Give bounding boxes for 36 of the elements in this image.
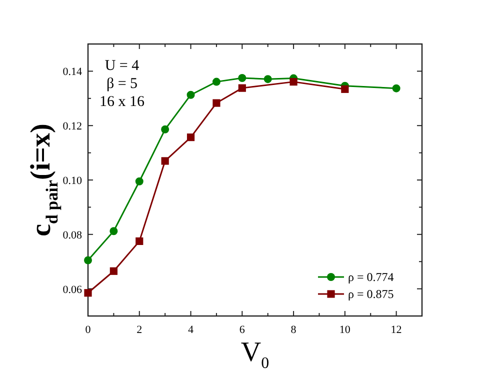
- x-tick-label: 12: [390, 324, 402, 336]
- point: [238, 84, 246, 92]
- point: [84, 256, 92, 264]
- point: [186, 133, 195, 142]
- point: [161, 125, 170, 134]
- point: [110, 227, 118, 236]
- x-tick-label: 4: [188, 324, 194, 336]
- annotation: U = 4: [104, 58, 140, 74]
- point: [135, 177, 144, 186]
- annotation: 16 x 16: [100, 94, 145, 110]
- point: [212, 99, 220, 107]
- x-axis-title: V$_{0}$: [240, 337, 270, 372]
- y-tick-label: 0.08: [62, 229, 82, 242]
- y-tick-label: 0.14: [62, 66, 82, 78]
- x-tick-label: 0: [85, 324, 92, 336]
- y-tick-label: 0.06: [62, 284, 82, 296]
- point: [161, 157, 169, 165]
- point: [392, 84, 400, 92]
- legend-label: ρ = 0.774: [348, 270, 394, 284]
- x-tick-label: 6: [239, 324, 246, 336]
- x-tick-label: 2: [136, 324, 142, 336]
- y-tick-label: 0.12: [62, 120, 82, 133]
- point: [212, 78, 220, 86]
- x-tick-label: 10: [339, 324, 351, 336]
- point: [238, 74, 246, 82]
- annotation: β = 5: [106, 76, 138, 92]
- point: [186, 90, 195, 99]
- legend-label: ρ = 0.875: [348, 287, 394, 301]
- point: [290, 78, 298, 86]
- point: [110, 267, 118, 275]
- y-tick-label: 0.10: [62, 175, 82, 187]
- x-tick-label: 8: [290, 324, 297, 336]
- point: [341, 85, 349, 93]
- point: [84, 289, 92, 297]
- point: [136, 237, 144, 245]
- point: [264, 75, 272, 84]
